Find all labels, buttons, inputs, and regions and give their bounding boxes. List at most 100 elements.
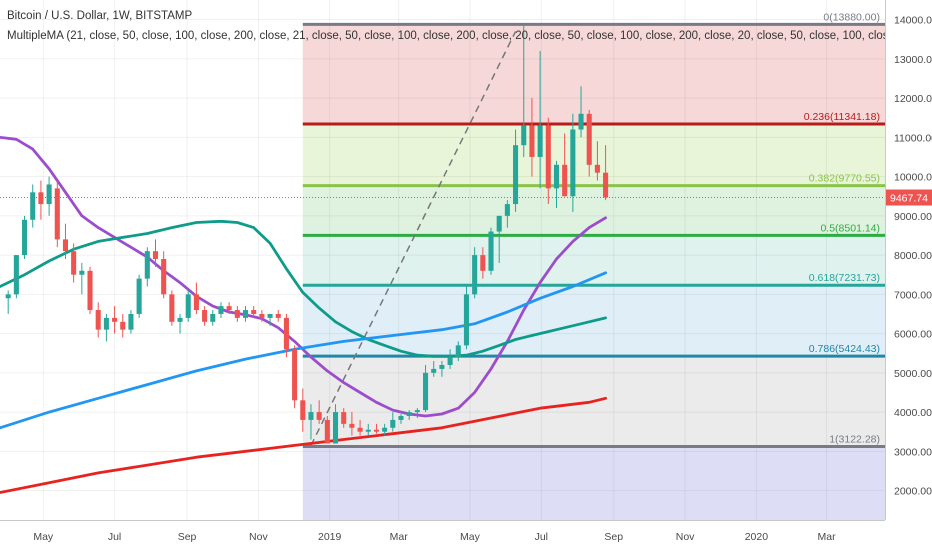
candle [13, 255, 19, 299]
candle [177, 313, 183, 334]
indicator-legend[interactable]: MultipleMA (21, close, 50, close, 100, c… [7, 30, 885, 42]
candle [54, 180, 60, 248]
candle [373, 423, 379, 434]
price-tick-label: 6000.00 [894, 329, 932, 341]
candle-body [144, 251, 150, 279]
last-price-tag-bg [886, 189, 932, 206]
fib-label-0.5: 0.5(8501.14) [820, 222, 880, 234]
candle [553, 160, 560, 208]
candle-body [79, 270, 85, 275]
candle-body [496, 215, 502, 232]
price-tick-label: 12000.00 [894, 93, 932, 105]
candle-body [341, 412, 347, 424]
time-tick-label: Nov [676, 531, 695, 543]
time-tick-label: Nov [249, 531, 268, 543]
candle [300, 388, 306, 432]
candle [382, 423, 388, 436]
candle [398, 414, 404, 424]
time-tick-label: Mar [817, 531, 836, 543]
candle [357, 419, 363, 436]
time-tick-label: Sep [604, 531, 623, 543]
price-tick-label: 9000.00 [894, 211, 932, 223]
candle [521, 24, 527, 157]
time-tick-label: 2019 [318, 531, 342, 543]
candle-body [414, 410, 420, 413]
fib-band-0 [302, 24, 885, 124]
candle-body [22, 219, 28, 256]
moving-average-line-3 [0, 271, 607, 430]
candle [185, 290, 191, 322]
trend-line[interactable] [310, 31, 517, 446]
candle-body [128, 313, 134, 330]
price-axis[interactable]: 2000.00 3000.00 4000.00 5000.00 6000.00 7000.… [894, 15, 932, 498]
time-tick-label: May [33, 531, 54, 543]
candle-body [324, 419, 330, 444]
fib-label-0: 0(13880.00) [823, 11, 880, 23]
candle [242, 306, 249, 322]
candle [267, 313, 273, 326]
candle [562, 133, 568, 197]
candle-body [54, 188, 60, 240]
candle [22, 215, 28, 260]
candle [406, 410, 412, 420]
time-tick-label: 2020 [745, 531, 769, 543]
candle-body [357, 427, 363, 432]
candle [545, 117, 551, 205]
candle [603, 145, 609, 201]
time-tick-label: Jul [108, 531, 121, 543]
candle [259, 310, 265, 322]
candle [480, 247, 486, 279]
candle [472, 247, 478, 299]
candle [275, 310, 281, 322]
candle [283, 313, 289, 358]
symbol-title[interactable]: Bitcoin / U.S. Dollar, 1W, BITSTAMP [7, 10, 193, 22]
fib-label-0.786: 0.786(5424.43) [809, 343, 880, 355]
candle [136, 274, 142, 318]
candle [332, 404, 339, 444]
price-tick-label: 13000.00 [894, 54, 932, 66]
candle-body [365, 429, 371, 432]
candle [144, 247, 150, 287]
price-tick-label: 10000.00 [894, 172, 932, 184]
candle-body [283, 317, 289, 350]
candle-body [594, 164, 600, 173]
price-tick-label: 8000.00 [894, 250, 932, 262]
candle [316, 400, 322, 424]
price-tick-label: 3000.00 [894, 446, 932, 458]
fib-band-0.382 [302, 185, 885, 236]
candle [529, 98, 535, 177]
candle [537, 51, 543, 189]
time-tick-label: Mar [390, 531, 409, 543]
candle [87, 266, 93, 314]
candle [292, 345, 298, 409]
candle [120, 313, 126, 338]
candle-body [390, 419, 396, 428]
candle [103, 313, 109, 342]
candle [308, 404, 314, 440]
candle-body [439, 364, 445, 369]
candle-body [87, 270, 93, 311]
candle [513, 129, 519, 212]
price-tick-label: 5000.00 [894, 368, 932, 380]
candle-body [586, 113, 592, 165]
candle [349, 412, 355, 436]
candle [570, 113, 576, 212]
candle-body [488, 231, 494, 271]
candle-body [177, 317, 183, 322]
time-axis[interactable]: May Jul Sep Nov 2019 Mar May Jul Sep Nov 2020 Mar [33, 531, 836, 543]
candle-body [398, 416, 404, 420]
price-tick-label: 4000.00 [894, 407, 932, 419]
moving-average-line-4 [0, 396, 607, 494]
fib-band-0.236 [302, 123, 885, 186]
candle-body [431, 368, 437, 373]
fib-label-1: 1(3122.28) [829, 434, 880, 446]
candle [234, 306, 240, 322]
candle-body [46, 184, 52, 205]
candle [341, 408, 347, 428]
candle-body [210, 313, 216, 322]
candle [586, 109, 592, 177]
candle-body [251, 310, 257, 314]
candle-body [349, 423, 355, 428]
